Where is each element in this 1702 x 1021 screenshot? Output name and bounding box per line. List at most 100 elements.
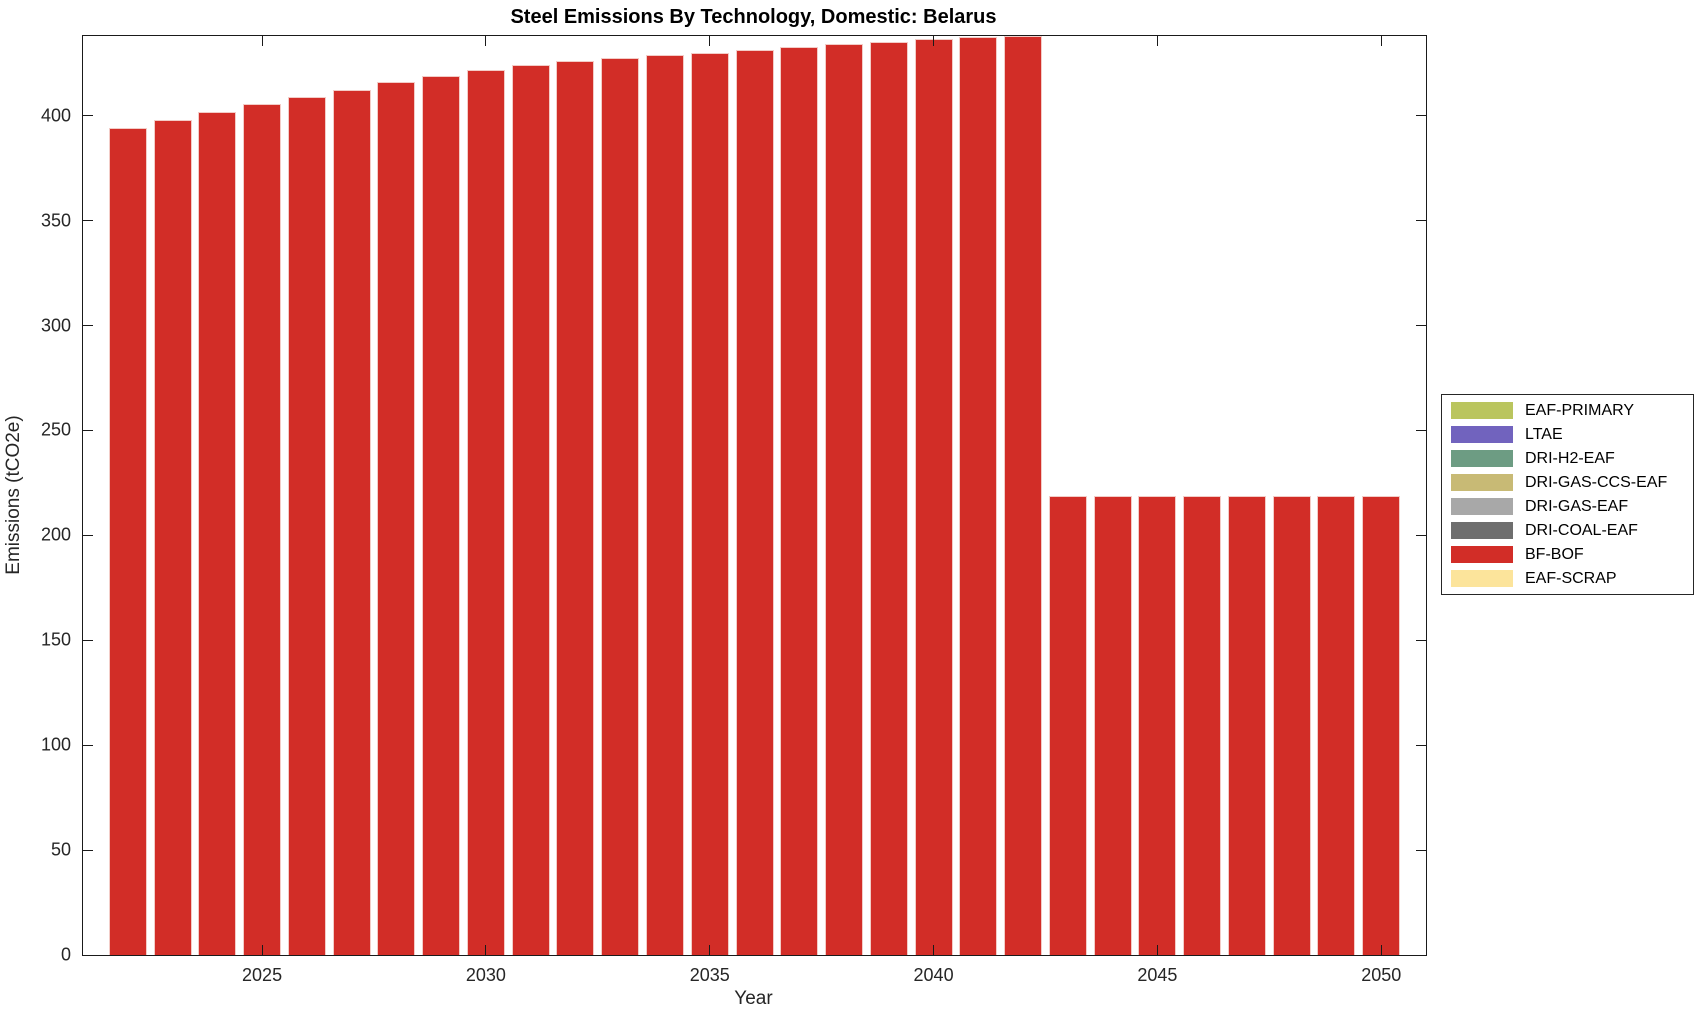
y-tick-mark [1416,639,1426,641]
y-tick-label: 150 [40,629,71,650]
bar [1093,495,1132,955]
y-tick-mark [83,639,93,641]
legend-label: LTAE [1525,425,1563,443]
bar [243,104,282,955]
legend-label: DRI-H2-EAF [1525,449,1615,467]
bar [1362,495,1401,955]
legend-label: DRI-COAL-EAF [1525,521,1638,539]
y-tick-mark [83,325,93,327]
legend-item: DRI-COAL-EAF [1442,519,1693,543]
x-tick-mark [1380,945,1382,955]
x-tick-mark [1380,36,1382,46]
bar [601,58,640,955]
legend-item: DRI-GAS-EAF [1442,495,1693,519]
legend-item: DRI-H2-EAF [1442,447,1693,471]
bar [825,44,864,955]
x-tick-mark [933,945,935,955]
legend-item: DRI-GAS-CCS-EAF [1442,471,1693,495]
plot-area: 0 50 100 150 200 250 300 350 400 2025 2030 2035 2040… [41,35,1427,985]
legend-item: LTAE [1442,423,1693,447]
bar [645,54,684,955]
y-tick-mark [1416,849,1426,851]
legend-swatch-icon [1451,570,1513,587]
x-tick-mark [261,945,263,955]
legend-swatch-icon [1451,546,1513,563]
bar [1317,495,1356,955]
y-tick-mark [1416,325,1426,327]
x-tick-label: 2030 [465,965,506,985]
x-tick-label: 2025 [242,965,283,985]
x-tick-label: 2035 [689,965,730,985]
y-tick-mark [1416,534,1426,536]
bar [1272,495,1311,955]
legend-label: BF-BOF [1525,545,1584,563]
y-tick-label: 300 [40,315,71,336]
y-tick-mark [1416,220,1426,222]
legend-swatch-icon [1451,498,1513,515]
y-tick-mark [1416,429,1426,431]
bar [198,111,237,955]
bar [332,89,371,955]
legend-swatch-icon [1451,402,1513,419]
legend-item: EAF-SCRAP [1442,567,1693,591]
legend: EAF-PRIMARY LTAE DRI-H2-EAF DRI-GAS-CCS-EAF… [1441,394,1694,595]
bar [735,49,774,955]
bar [780,46,819,955]
bar [377,82,416,955]
bar [556,61,595,955]
legend-swatch-icon [1451,522,1513,539]
bar [959,37,998,955]
bar [1138,495,1177,955]
x-tick-mark [485,945,487,955]
y-tick-mark [1416,954,1426,956]
bar [422,75,461,955]
bar [153,119,192,955]
legend-label: EAF-SCRAP [1525,569,1617,587]
bar [914,39,953,955]
chart-title: Steel Emissions By Technology, Domestic:… [510,6,997,28]
x-tick-mark [1156,945,1158,955]
y-tick-mark [83,534,93,536]
y-tick-mark [83,220,93,222]
bar [690,52,729,955]
legend-label: DRI-GAS-CCS-EAF [1525,473,1668,491]
y-tick-label: 400 [40,105,71,126]
y-tick-mark [1416,744,1426,746]
x-tick-label: 2050 [1361,965,1402,985]
bar [1004,36,1043,955]
bar [466,69,505,955]
y-tick-label: 0 [60,944,71,965]
x-tick-label: 2045 [1137,965,1178,985]
y-tick-mark [83,115,93,117]
legend-swatch-icon [1451,450,1513,467]
legend-swatch-icon [1451,474,1513,491]
y-tick-mark [83,849,93,851]
legend-item: EAF-PRIMARY [1442,399,1693,423]
bar [869,41,908,955]
x-tick-mark [933,36,935,46]
bar [1048,495,1087,955]
bar [1183,495,1222,955]
x-axis-label: Year [734,988,773,1009]
x-tick-mark [485,36,487,46]
bar [511,65,550,955]
bar [108,128,147,955]
y-axis-label: Emissions (tCO2e) [3,415,24,575]
legend-item: BF-BOF [1442,543,1693,567]
y-tick-label: 200 [40,524,71,545]
legend-swatch-icon [1451,426,1513,443]
legend-label: DRI-GAS-EAF [1525,497,1629,515]
y-tick-label: 100 [40,734,71,755]
x-tick-mark [261,36,263,46]
bar [1227,495,1266,955]
x-tick-mark [709,36,711,46]
y-tick-label: 250 [40,419,71,440]
y-tick-mark [1416,115,1426,117]
x-tick-mark [1156,36,1158,46]
y-tick-mark [83,744,93,746]
x-tick-mark [709,945,711,955]
y-tick-mark [83,954,93,956]
bar [287,96,326,955]
legend-label: EAF-PRIMARY [1525,401,1635,419]
